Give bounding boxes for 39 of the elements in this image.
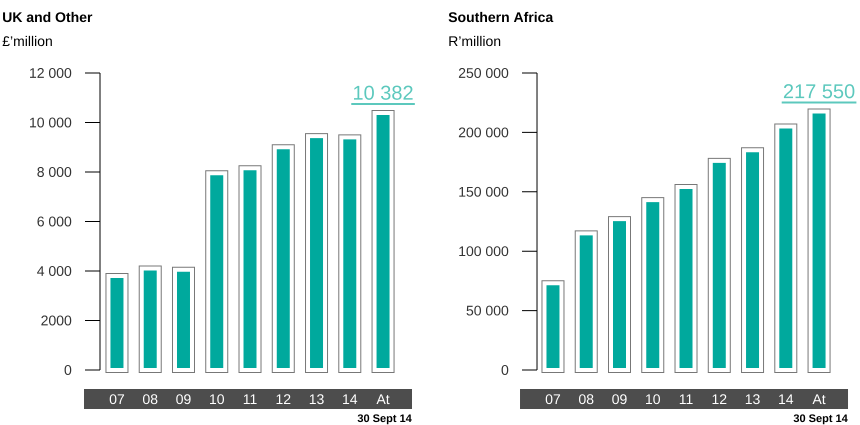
x-tick-label: 13 [310,394,324,404]
text: 30 Sept 14 [358,414,412,424]
y-tick-label: 0 [64,365,72,375]
data-label: 10 382 [354,86,413,100]
x-tick-label: 11 [244,394,257,404]
x-tick-label: 10 [210,394,224,404]
y-axis-title: £’million [2,36,52,46]
x-tick-label: 12 [276,394,290,404]
y-tick-label: 8 000 [37,167,72,177]
x-tick-label: 08 [578,394,594,404]
y-tick-label: 0 [502,365,508,375]
x-tick-label: At [376,394,390,404]
x-tick-label: 10 [646,394,660,404]
y-tick-label: 10 000 [30,118,72,128]
x-tick-label: 07 [546,394,560,404]
x-tick-label: 09 [176,394,191,404]
text: 30 Sept 14 [794,414,848,424]
y-axis-title: R’million [449,36,500,46]
x-tick-label: 09 [612,394,627,404]
x-tick-label: 07 [110,394,124,404]
x-tick-label: 14 [779,394,794,404]
y-tick-label: 150 000 [459,186,508,197]
x-tick-label: 08 [142,394,158,404]
y-tick-label: 12 000 [30,68,72,78]
y-tick-label: 6 000 [37,216,72,226]
x-tick-label: 14 [343,394,358,404]
y-tick-label: 2000 [41,316,72,326]
y-tick-label: 100 000 [459,246,508,256]
y-tick-label: 4 000 [37,266,72,276]
chart-title: Southern Africa [448,12,554,22]
x-tick-label: 12 [712,394,726,404]
x-tick-label: 11 [680,394,693,404]
x-tick-label: At [812,394,826,404]
y-tick-label: 50 000 [466,306,508,316]
data-label: 217 550 [784,84,854,98]
chart-title: UK and Other [3,12,92,22]
y-tick-label: 250 000 [458,68,508,78]
y-tick-label: 200 000 [458,127,508,138]
x-tick-label: 13 [746,394,760,404]
